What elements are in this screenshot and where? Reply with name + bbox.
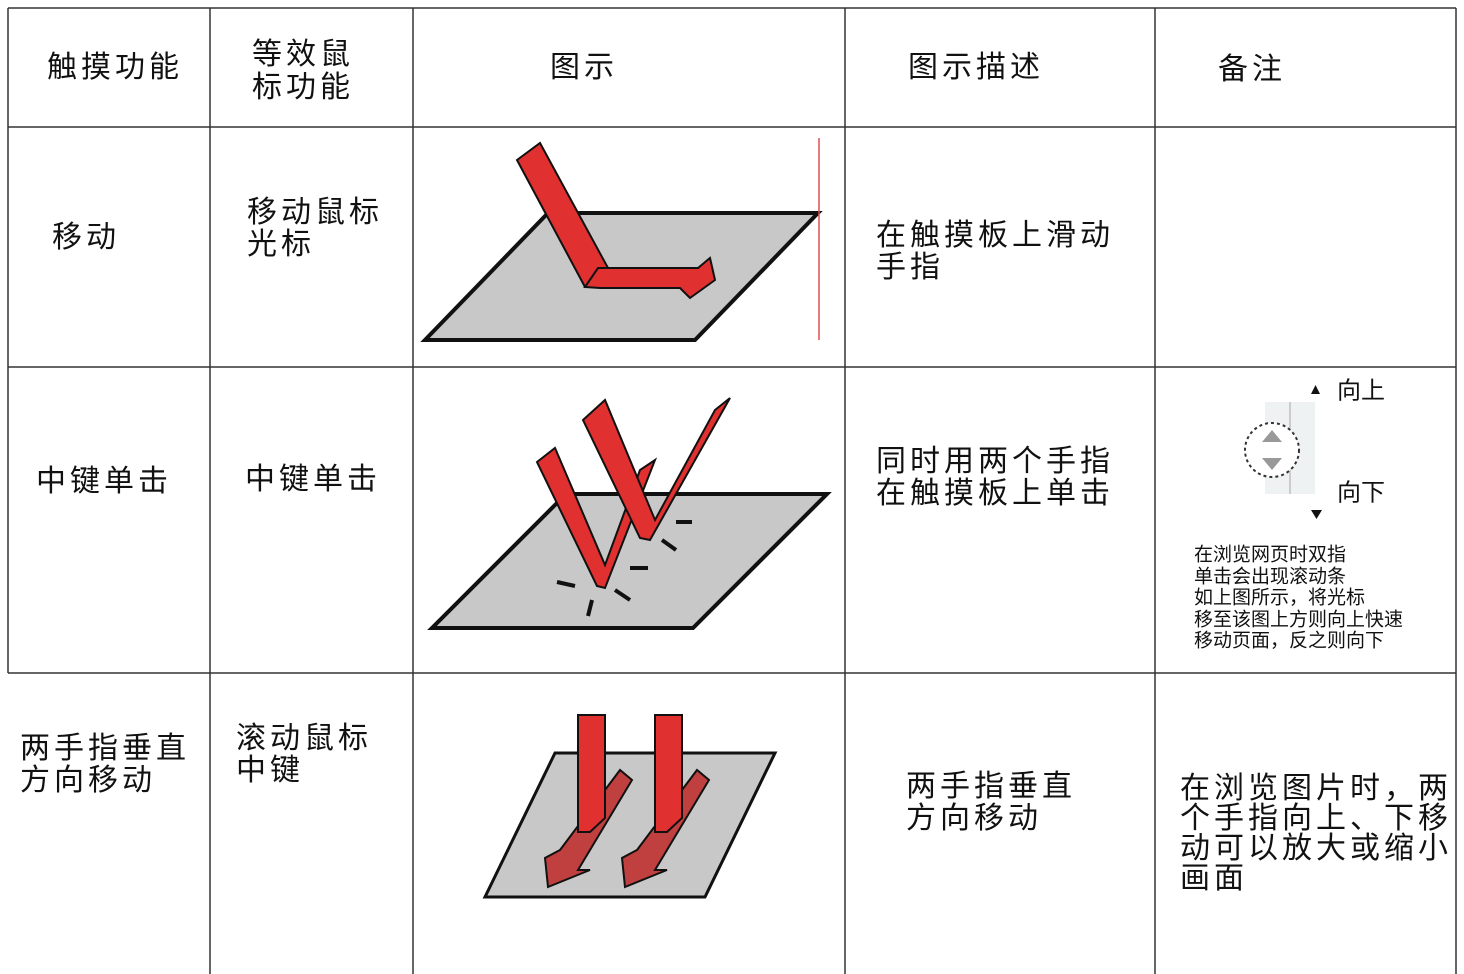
function-text: 方向移动: [20, 763, 156, 798]
note-text: 画面: [1180, 861, 1248, 896]
mouse-text: 光标: [247, 227, 315, 262]
description-text: 方向移动: [906, 801, 1042, 836]
scroll-up-label: 向上: [1337, 376, 1385, 405]
note-text: 动可以放大或缩小: [1180, 831, 1452, 866]
note-text: 个手指向上、下移: [1180, 801, 1452, 836]
header-cell: 图示描述: [908, 50, 1044, 85]
scrollbar-icon: [1244, 385, 1322, 519]
note-text: 移至该图上方则向上快速: [1194, 608, 1404, 630]
mouse-text: 移动鼠标: [247, 195, 383, 230]
header-cell: 标功能: [252, 70, 354, 105]
function-text: 两手指垂直: [20, 731, 190, 766]
function-text: 移动: [52, 220, 120, 255]
header-cell: 图示: [550, 50, 618, 85]
move-illustration: [420, 138, 823, 342]
description-text: 同时用两个手指: [876, 444, 1114, 479]
header-cell: 等效鼠: [252, 37, 354, 72]
scroll-down-label: 向下: [1337, 478, 1385, 507]
header-cell: 备注: [1218, 52, 1286, 87]
scroll-illustration: [482, 714, 778, 899]
description-text: 手指: [876, 250, 944, 285]
mouse-text: 滚动鼠标: [236, 721, 372, 756]
description-text: 两手指垂直: [906, 769, 1076, 804]
mouse-text: 中键: [236, 753, 304, 788]
note-text: 移动页面，反之则向下: [1194, 629, 1385, 652]
note-text: 在浏览图片时，两: [1180, 771, 1452, 806]
note-text: 如上图所示，将光标: [1194, 586, 1366, 609]
note-text: 单击会出现滚动条: [1194, 565, 1347, 587]
note-text: 在浏览网页时双指: [1194, 543, 1347, 566]
function-text: 中键单击: [36, 464, 172, 499]
description-text: 在触摸板上滑动: [876, 218, 1114, 253]
click-illustration: [427, 397, 832, 630]
description-text: 在触摸板上单击: [876, 476, 1114, 511]
table-grid: [7, 7, 1457, 974]
mouse-text: 中键单击: [245, 462, 381, 497]
header-cell: 触摸功能: [47, 50, 183, 85]
